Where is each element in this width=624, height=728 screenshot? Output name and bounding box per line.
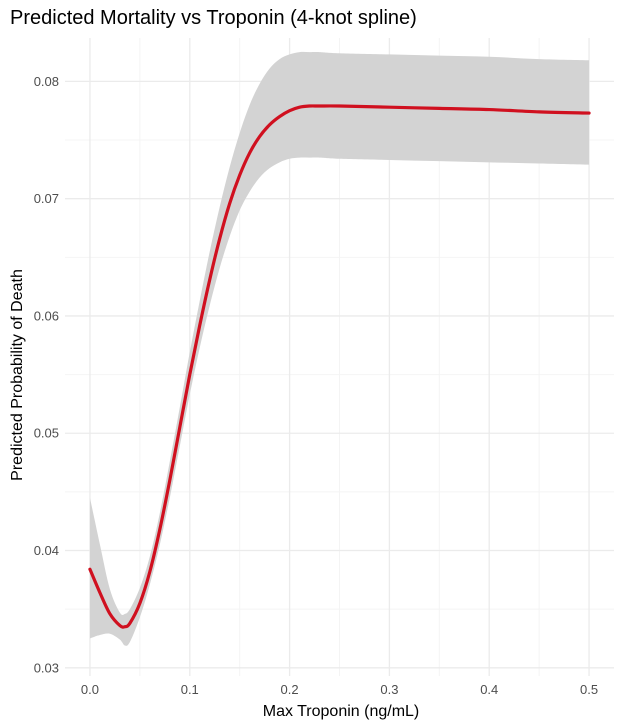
x-tick-label: 0.5 [580,682,598,697]
y-tick-label: 0.08 [34,74,59,89]
x-tick-label: 0.3 [380,682,398,697]
y-tick-label: 0.05 [34,426,59,441]
x-tick-label: 0.2 [281,682,299,697]
y-axis-tick-labels: 0.03 0.04 0.05 0.06 0.07 0.08 [34,74,59,675]
x-axis-tick-labels: 0.0 0.1 0.2 0.3 0.4 0.5 [81,682,598,697]
y-tick-label: 0.07 [34,191,59,206]
x-tick-label: 0.1 [181,682,199,697]
y-axis-title: Predicted Probability of Death [9,269,26,481]
x-tick-label: 0.0 [81,682,99,697]
chart-title: Predicted Mortality vs Troponin (4-knot … [10,7,417,29]
y-tick-label: 0.06 [34,308,59,323]
y-tick-label: 0.04 [34,543,59,558]
x-axis-title: Max Troponin (ng/mL) [263,703,420,720]
y-tick-label: 0.03 [34,660,59,675]
x-tick-label: 0.4 [480,682,498,697]
fitted-spline-line [88,104,591,629]
